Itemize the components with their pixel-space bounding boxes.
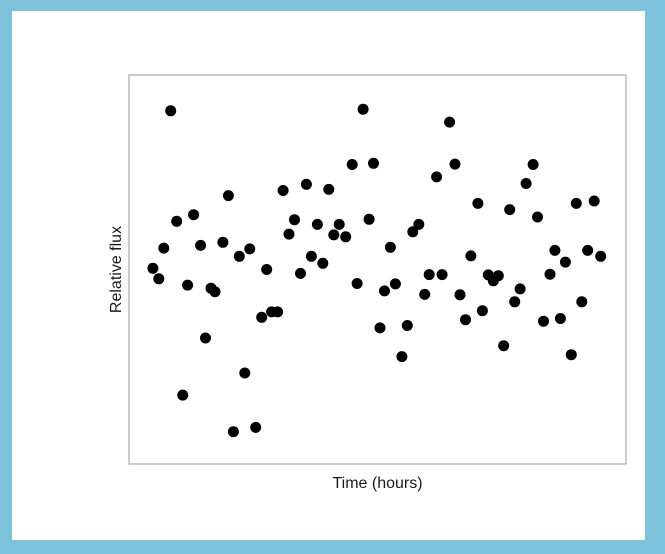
data-point-41 [374,322,386,334]
data-point-52 [436,269,448,281]
data-point-31 [317,257,329,269]
data-point-46 [401,320,413,331]
data-point-18 [244,243,256,255]
data-point-34 [333,218,345,230]
data-point-80 [595,250,607,262]
data-point-13 [217,236,229,248]
data-point-72 [549,244,561,256]
data-point-78 [582,244,594,256]
data-point-40 [368,157,379,169]
data-point-47 [407,226,419,238]
data-point-10 [200,332,211,344]
data-point-57 [465,250,477,262]
data-point-28 [300,178,312,190]
data-point-79 [588,195,600,207]
data-point-9 [195,239,207,251]
data-point-16 [233,250,245,262]
data-point-21 [261,264,273,275]
data-point-14 [222,190,234,202]
data-point-58 [472,197,484,209]
data-point-67 [520,178,532,189]
data-point-69 [532,211,543,223]
data-point-32 [323,183,335,195]
data-point-29 [305,250,317,262]
data-point-66 [514,283,526,295]
data-point-71 [544,268,556,280]
data-point-36 [346,159,358,170]
x-axis-label: Time (hours) [332,475,422,492]
data-point-48 [413,218,425,230]
data-point-44 [389,278,401,290]
data-point-76 [570,197,582,209]
data-point-38 [357,103,369,115]
data-point-42 [379,285,390,297]
y-axis-label: Relative flux [108,226,125,313]
data-point-7 [182,279,194,291]
data-point-5 [171,215,183,227]
data-point-55 [454,289,466,301]
data-point-39 [363,213,375,225]
plot-area-frame [128,74,627,465]
data-point-77 [576,296,588,308]
data-point-2 [153,273,165,285]
data-point-35 [340,231,352,243]
data-point-70 [538,315,549,327]
data-point-65 [509,296,521,308]
data-point-27 [295,267,306,279]
data-point-49 [419,288,431,300]
data-point-1 [147,262,159,274]
scatter-chart: Time (hours) Relative flux [108,74,627,492]
data-point-12 [209,286,221,298]
data-point-19 [250,421,262,433]
data-point-62 [492,270,504,282]
data-point-23 [272,306,284,318]
data-point-73 [554,313,566,324]
data-point-54 [449,158,461,170]
data-point-33 [328,229,340,241]
data-point-26 [289,214,300,226]
data-points [147,103,607,438]
data-point-63 [498,340,510,352]
data-point-37 [351,278,363,289]
data-point-53 [444,116,456,128]
data-point-56 [460,314,471,326]
data-point-17 [239,367,251,379]
data-point-25 [283,228,295,240]
data-point-24 [277,185,289,196]
data-point-43 [384,241,396,253]
data-point-59 [476,305,488,317]
data-point-4 [165,105,177,117]
data-point-6 [177,389,189,401]
data-point-74 [559,256,571,268]
data-point-30 [311,218,323,230]
data-point-20 [256,311,268,323]
data-point-8 [188,209,200,221]
data-point-68 [527,159,539,170]
data-point-75 [565,349,577,361]
figure-panel: Time (hours) Relative flux [12,11,645,540]
data-point-50 [423,269,435,281]
data-point-45 [396,351,408,363]
data-point-15 [227,426,239,438]
data-point-3 [158,242,170,254]
data-point-64 [504,204,516,216]
data-point-51 [431,171,443,183]
